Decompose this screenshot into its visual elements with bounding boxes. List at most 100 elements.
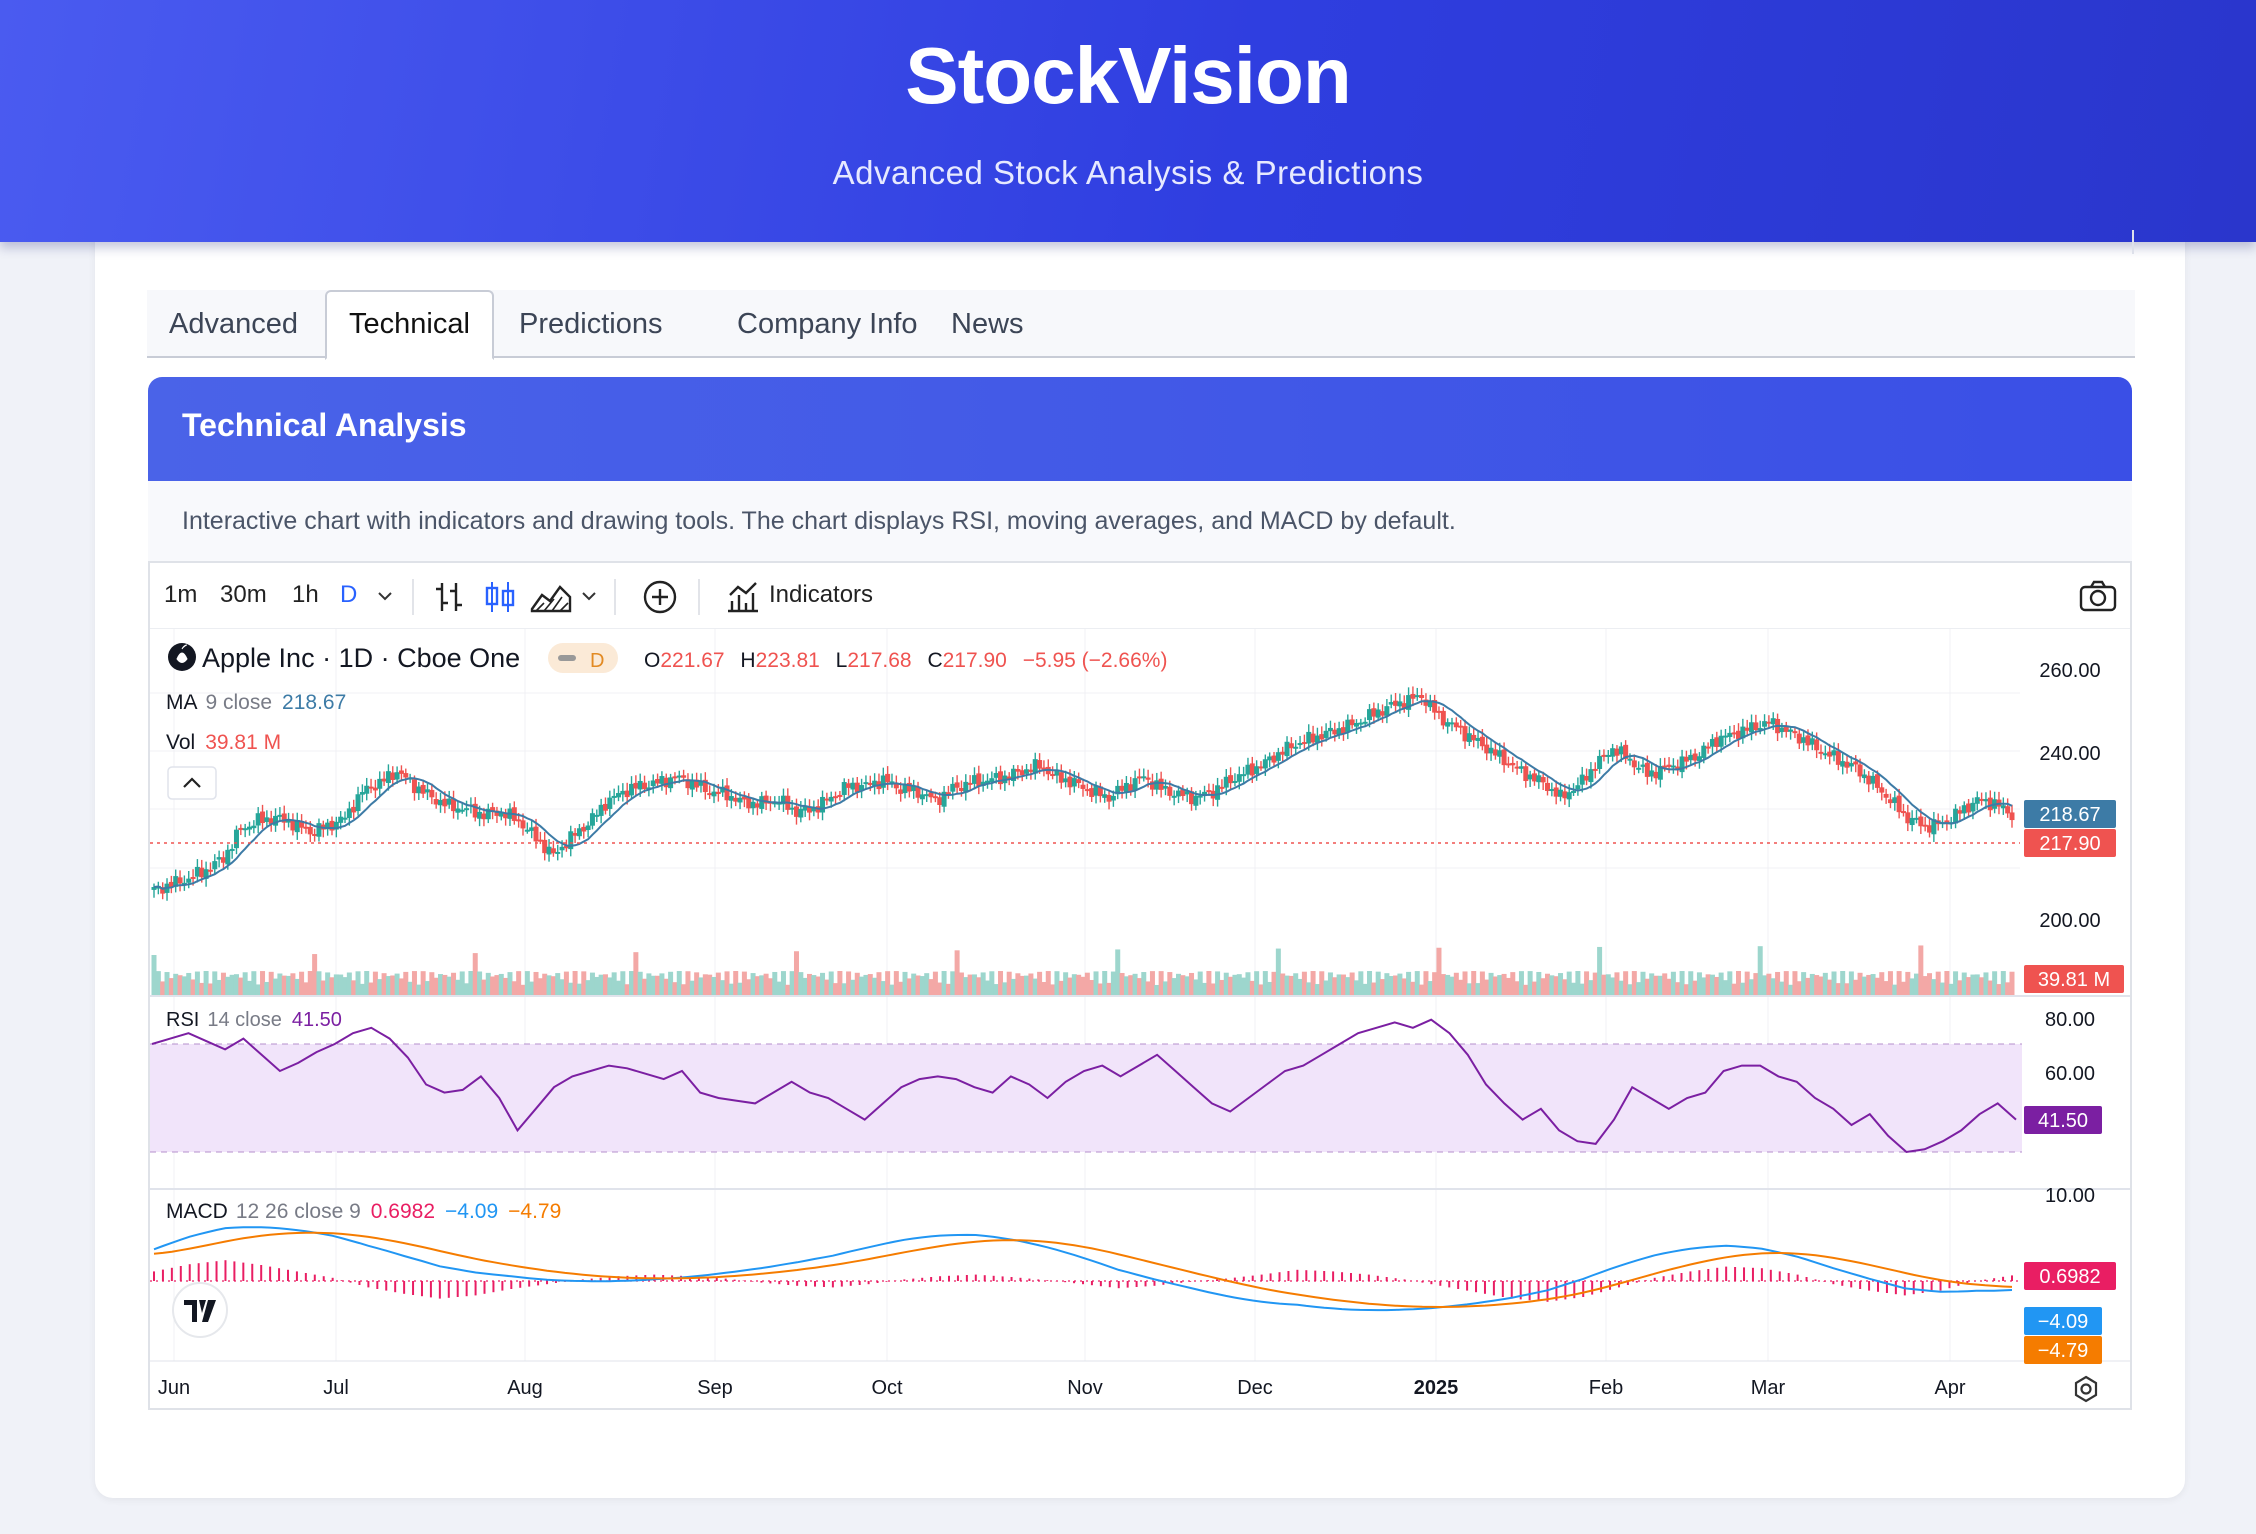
candle-body [1067,776,1073,788]
volume-bar [485,972,491,995]
interval-30m[interactable]: 30m [220,581,267,608]
volume-bar [759,975,765,995]
volume-bar [1154,984,1160,995]
candle-body [880,775,886,788]
candle-body [1874,774,1880,788]
volume-bar [685,971,691,995]
tab-technical[interactable]: Technical [325,290,494,360]
candle-body [733,797,739,802]
interval-1h[interactable]: 1h [292,581,319,608]
bar-chart-icon[interactable] [434,579,466,615]
volume-bar [1584,971,1590,995]
volume-bar [1653,975,1659,995]
indicators-icon[interactable] [724,579,760,615]
candlestick-icon[interactable] [484,579,516,615]
candle-body [424,789,430,793]
time-axis-label: Dec [1237,1377,1273,1399]
volume-bar [1050,984,1056,995]
candle-body [802,806,808,811]
volume-bar [1063,972,1069,995]
volume-bar [1696,972,1702,995]
tab-news[interactable]: News [951,308,1024,340]
volume-bar [1358,971,1364,995]
candle-body [1123,782,1129,793]
candle-body [1445,722,1451,727]
tradingview-logo[interactable] [172,1282,228,1338]
candle-body [494,810,500,816]
tab-company-info[interactable]: Company Info [737,308,918,340]
tab-advanced[interactable]: Advanced [169,308,298,340]
svg-text:39.81 M: 39.81 M [2038,969,2110,991]
volume-bar [616,980,621,995]
candle-body [1484,744,1490,754]
volume-bar [537,978,543,995]
collapse-legend-button[interactable] [167,766,217,800]
candle-body [429,789,435,798]
volume-bar [1475,983,1481,995]
volume-bar [611,972,617,995]
settings-icon[interactable] [2074,1375,2098,1403]
candle-body [1393,700,1399,706]
candle-body [1206,790,1212,793]
candle-body [1866,775,1872,785]
brand-tagline: Advanced Stock Analysis & Predictions [832,154,1424,191]
volume-bar [1905,971,1911,995]
candle-body [1510,762,1516,766]
macd-hist-tag: 0.6982 [2024,1262,2116,1290]
candle-body [872,780,878,787]
tab-bar: Advanced Technical Predictions Company I… [147,290,2135,360]
candle-body [1492,749,1498,756]
candle-body [1362,721,1368,724]
volume-bar [637,971,643,995]
volume-bar [772,971,778,995]
indicators-button[interactable]: Indicators [769,581,874,608]
volume-tag: 39.81 M [2024,965,2124,993]
candle-body [780,795,786,805]
candle-body [1913,817,1919,820]
interval-d[interactable]: D [340,581,358,608]
candle-body [568,831,574,850]
candle-body [1779,727,1785,733]
volume-bar [1827,979,1833,995]
candle-body [1575,785,1581,790]
candle-body [1310,733,1316,743]
candle-body [394,772,400,780]
camera-icon[interactable] [2078,579,2118,613]
volume-bar [203,971,209,995]
chevron-down-icon[interactable] [376,587,394,605]
add-compare-icon[interactable] [642,579,678,615]
volume-bar [1410,981,1416,995]
volume-bar [850,979,856,995]
volume-bar [1271,971,1277,995]
volume-bar [1306,982,1312,995]
candle-body [1592,768,1598,771]
area-chart-icon[interactable] [530,579,572,615]
volume-bar [1236,974,1242,995]
interval-1m[interactable]: 1m [164,581,198,608]
volume-bar [1362,983,1368,995]
ohlc-values: O221.67 H223.81 L217.68 C217.90 −5.95 (−… [644,649,1167,672]
volume-bar [1644,978,1650,995]
volume-bar [971,974,977,995]
volume-bar [889,984,895,995]
tab-predictions[interactable]: Predictions [519,308,663,340]
volume-bar [846,971,852,995]
candle-body [290,820,296,831]
candle-body [1688,754,1694,761]
candle-body [1870,775,1876,784]
volume-bar [1540,978,1546,995]
volume-bar [655,975,661,995]
volume-bar [1045,971,1051,995]
candle-body [1801,737,1807,743]
volume-bar [1935,971,1941,995]
volume-bar [1927,973,1933,995]
volume-bar [1788,984,1794,995]
volume-bar [1940,982,1946,995]
chart-widget[interactable]: 1m 30m 1h D Indicators [148,561,2132,1410]
chevron-down-icon[interactable] [580,587,598,605]
candle-body [1497,750,1503,757]
candle-body [789,807,795,810]
volume-bar [1028,973,1034,995]
volume-bar [676,971,682,995]
